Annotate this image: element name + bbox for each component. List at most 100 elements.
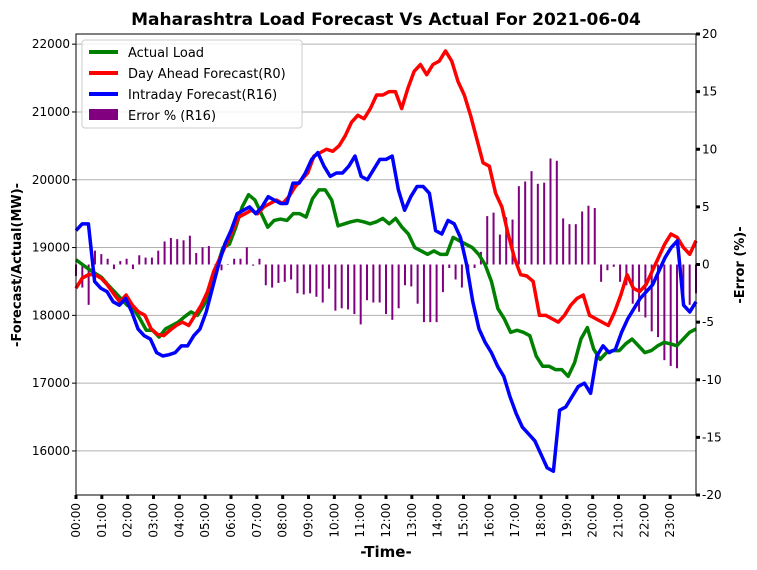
- series-line-2: [74, 150, 698, 474]
- x-axis-label: -Time-: [360, 543, 411, 561]
- error-bar: [353, 264, 356, 315]
- error-bar: [498, 234, 501, 265]
- x-tick-label: 05:00: [198, 503, 212, 538]
- error-bar: [150, 257, 153, 265]
- x-tick-label: 20:00: [586, 503, 600, 538]
- error-bar: [403, 264, 406, 286]
- error-bar: [233, 258, 236, 265]
- legend-box: [81, 39, 303, 129]
- error-bar: [657, 264, 660, 338]
- error-bar: [258, 258, 261, 265]
- error-bar: [473, 264, 476, 268]
- error-bar: [81, 264, 84, 288]
- y-tick-label: 22000: [32, 37, 70, 51]
- x-tick-label: 10:00: [327, 503, 341, 538]
- x-tick-label: 01:00: [95, 503, 109, 538]
- error-bar: [606, 264, 609, 271]
- y2-tick-label: -20: [702, 488, 722, 502]
- error-bar: [492, 212, 495, 265]
- y-tick-label: 20000: [32, 173, 70, 187]
- error-bar: [593, 208, 596, 265]
- legend-label: Error % (R16): [128, 109, 216, 124]
- error-bar: [568, 224, 571, 265]
- error-bar: [359, 264, 362, 325]
- error-bars: [75, 158, 697, 369]
- error-bar: [87, 264, 90, 305]
- x-tick-label: 07:00: [250, 503, 264, 538]
- error-bar: [290, 264, 293, 280]
- error-bar: [385, 264, 387, 315]
- error-bar: [176, 239, 179, 265]
- y-tick-label: 19000: [32, 241, 70, 255]
- error-bar: [416, 264, 419, 304]
- error-bar: [676, 264, 679, 369]
- error-bar: [429, 264, 432, 323]
- legend-label: Intraday Forecast(R16): [128, 88, 277, 103]
- legend: Actual Load Day Ahead Forecast(R0) Intrada…: [81, 39, 303, 129]
- error-bar: [366, 264, 369, 301]
- y2-tick-label: -10: [702, 373, 722, 387]
- error-bar: [283, 264, 286, 282]
- error-bar: [486, 216, 489, 265]
- error-bar: [252, 264, 255, 266]
- y2-tick-label: 0: [702, 258, 710, 272]
- error-bar: [422, 264, 425, 323]
- series-lines: [74, 49, 698, 474]
- error-bar: [334, 264, 337, 311]
- error-bar: [372, 264, 375, 303]
- error-bar: [517, 186, 520, 265]
- x-tick-label: 23:00: [663, 503, 677, 538]
- error-bar: [612, 264, 615, 267]
- error-bar: [163, 241, 166, 265]
- chart-title: Maharashtra Load Forecast Vs Actual For …: [131, 10, 641, 30]
- y2-axis-label: -Error (%)-: [733, 226, 748, 303]
- error-bar: [378, 264, 381, 303]
- error-bar: [119, 261, 122, 265]
- error-bar: [454, 264, 457, 280]
- error-bar: [530, 171, 533, 265]
- error-bar: [125, 258, 128, 265]
- x-tick-label: 22:00: [637, 503, 651, 538]
- error-bar: [157, 250, 160, 265]
- error-bar: [201, 247, 204, 265]
- y-tick-label: 16000: [32, 444, 70, 458]
- error-bar: [144, 257, 147, 265]
- error-bar: [239, 258, 242, 265]
- x-tick-label: 06:00: [224, 503, 238, 538]
- legend-label: Actual Load: [128, 46, 204, 61]
- error-bar: [505, 217, 508, 265]
- error-bar: [391, 264, 394, 320]
- error-bar: [182, 240, 185, 265]
- legend-label: Day Ahead Forecast(R0): [128, 67, 286, 82]
- error-bar: [435, 264, 438, 323]
- error-bar: [131, 264, 134, 270]
- error-bar: [600, 264, 603, 282]
- error-bar: [277, 264, 280, 283]
- error-bar: [245, 247, 248, 265]
- error-bar: [397, 264, 400, 309]
- error-bar: [296, 264, 299, 294]
- error-bar: [138, 255, 141, 265]
- series-line-1: [74, 49, 698, 338]
- x-tick-label: 17:00: [508, 503, 522, 538]
- error-bar: [220, 264, 223, 271]
- error-bar: [543, 182, 546, 265]
- error-bar: [321, 264, 324, 303]
- y-axis-label: -Forecast/Actual(MW)-: [10, 183, 25, 347]
- error-bar: [226, 264, 229, 265]
- x-tick-label: 13:00: [405, 503, 419, 538]
- series-line-0: [74, 188, 697, 379]
- x-tick-label: 11:00: [353, 503, 367, 538]
- error-bar: [271, 264, 274, 288]
- error-bar: [340, 264, 343, 309]
- error-bar: [688, 264, 691, 305]
- error-bar: [638, 264, 641, 312]
- x-tick-label: 16:00: [482, 503, 496, 538]
- error-bar: [536, 183, 539, 265]
- error-bar: [188, 235, 191, 265]
- x-tick-label: 04:00: [172, 503, 186, 538]
- x-tick-label: 12:00: [379, 503, 393, 538]
- y-tick-label: 18000: [32, 308, 70, 322]
- y-tick-label: 17000: [32, 376, 70, 390]
